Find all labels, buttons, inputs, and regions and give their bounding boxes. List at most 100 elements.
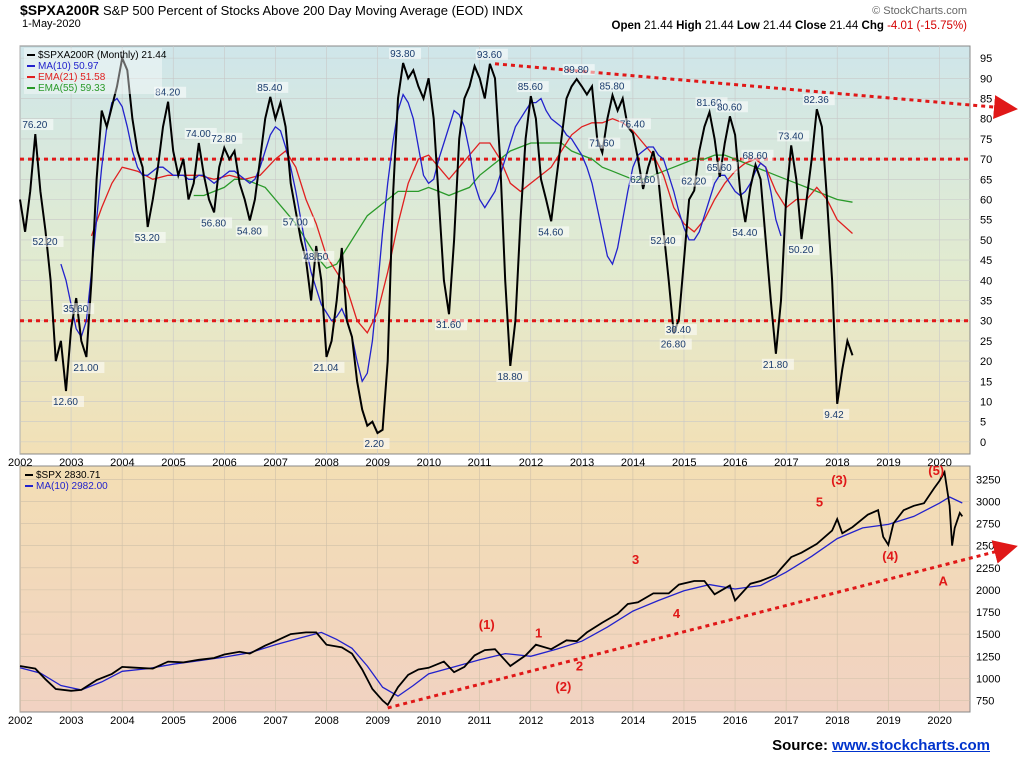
y-tick-label: 10: [980, 396, 992, 408]
exchange: INDX: [492, 3, 524, 18]
value-label-bg: [802, 94, 835, 106]
value-label-bg: [664, 324, 697, 336]
value-label-bg: [588, 137, 621, 149]
open-label: Open: [611, 20, 641, 32]
value-label: 48.50: [303, 252, 328, 263]
ema21-line: [90, 117, 853, 334]
value-label-bg: [435, 319, 468, 331]
symbol: $SPXA200R: [20, 2, 100, 18]
y-tick-label: 1750: [976, 607, 1000, 619]
y-tick-label: 80: [980, 114, 992, 126]
value-label-bg: [184, 127, 217, 139]
top-panel-background: [19, 45, 971, 455]
x-tick-label: 2002: [8, 715, 32, 727]
value-label-bg: [200, 217, 233, 229]
wave-label: 5: [816, 495, 823, 510]
low-label: Low: [736, 20, 760, 32]
source-link[interactable]: www.stockcharts.com: [832, 737, 990, 754]
x-tick-label: 2014: [621, 457, 645, 469]
value-label-bg: [777, 130, 810, 142]
x-tick-label: 2019: [876, 715, 900, 727]
value-label-bg: [256, 81, 289, 93]
y-tick-label: 35: [980, 295, 992, 307]
chg-label: Chg: [861, 20, 884, 32]
value-label-bg: [496, 370, 529, 382]
x-tick-label: 2013: [570, 715, 594, 727]
legend-box: [24, 48, 162, 94]
value-label-bg: [787, 244, 820, 256]
value-label-bg: [659, 338, 692, 350]
x-tick-label: 2012: [519, 457, 543, 469]
y-tick-label: 750: [976, 695, 994, 707]
x-tick-label: 2012: [519, 715, 543, 727]
value-label: 81.60: [697, 98, 722, 109]
value-label: 71.60: [589, 139, 614, 150]
wave-label: 4: [673, 606, 681, 621]
x-tick-label: 2007: [263, 715, 287, 727]
value-label: 73.40: [778, 131, 803, 142]
value-label-bg: [705, 161, 738, 173]
y-tick-label: 25: [980, 336, 992, 348]
value-label-bg: [823, 408, 850, 420]
y-tick-label: 75: [980, 134, 992, 146]
title-text: S&P 500 Percent of Stocks Above 200 Day …: [103, 3, 489, 18]
value-label-bg: [133, 231, 166, 243]
x-tick-label: 2011: [468, 715, 492, 727]
chg-value: -4.01 (-15.75%): [887, 20, 967, 32]
legend-entry: EMA(55) 59.33: [38, 83, 106, 94]
wave-label: A: [938, 573, 948, 588]
value-label: 57.00: [283, 218, 308, 229]
value-label-bg: [210, 132, 243, 144]
value-label-bg: [695, 97, 728, 109]
value-label-bg: [281, 216, 314, 228]
value-label-bg: [715, 101, 748, 113]
value-label: 30.40: [666, 325, 691, 336]
value-label-bg: [389, 47, 422, 59]
value-label: 82.36: [804, 95, 829, 106]
ma10-line: [60, 92, 782, 383]
spx-ma10-line: [19, 496, 963, 697]
close-label: Close: [795, 20, 827, 32]
value-label-bg: [363, 437, 390, 449]
wave-label: 3: [632, 552, 639, 567]
x-tick-label: 2016: [723, 715, 747, 727]
y-tick-label: 55: [980, 215, 992, 227]
x-tick-label: 2011: [468, 457, 492, 469]
x-tick-label: 2006: [212, 715, 236, 727]
x-tick-label: 2017: [774, 457, 798, 469]
value-label: 54.60: [538, 227, 563, 238]
brand-logo[interactable]: © StockCharts.com: [872, 5, 967, 17]
value-label: 21.00: [73, 363, 98, 374]
low-value: 21.44: [763, 20, 792, 32]
value-label: 89.80: [564, 65, 589, 76]
value-label: 93.80: [390, 49, 415, 60]
value-label-bg: [62, 303, 95, 315]
value-label-bg: [51, 395, 84, 407]
wave-label: (3): [831, 473, 847, 488]
x-tick-label: 2003: [59, 715, 83, 727]
y-tick-label: 2250: [976, 563, 1000, 575]
value-label: 52.40: [651, 236, 676, 247]
value-label-bg: [302, 250, 335, 262]
x-tick-label: 2017: [774, 715, 798, 727]
value-label-bg: [72, 362, 105, 374]
x-tick-label: 2009: [366, 457, 390, 469]
value-label: 9.42: [824, 410, 844, 421]
close-value: 21.44: [829, 20, 859, 32]
x-tick-label: 2015: [672, 715, 696, 727]
x-tick-label: 2020: [927, 457, 951, 469]
y-tick-label: 1250: [976, 651, 1000, 663]
chart-title: $SPXA200R S&P 500 Percent of Stocks Abov…: [20, 2, 523, 18]
y-tick-label: 3250: [976, 474, 1000, 486]
spx-series-group: (1) 1 (2) 2 3 4 5 (3) (4) (5) A: [19, 463, 1018, 710]
x-tick-label: 2014: [621, 715, 645, 727]
value-label-bg: [31, 236, 64, 248]
value-label: 68.60: [742, 151, 767, 162]
y-tick-label: 50: [980, 235, 992, 247]
source-prefix: Source:: [772, 737, 828, 754]
legend-entry: $SPXA200R (Monthly) 21.44: [38, 50, 167, 61]
y-tick-label: 90: [980, 73, 992, 85]
value-label: 21.80: [763, 360, 788, 371]
value-label: 52.20: [33, 237, 58, 248]
